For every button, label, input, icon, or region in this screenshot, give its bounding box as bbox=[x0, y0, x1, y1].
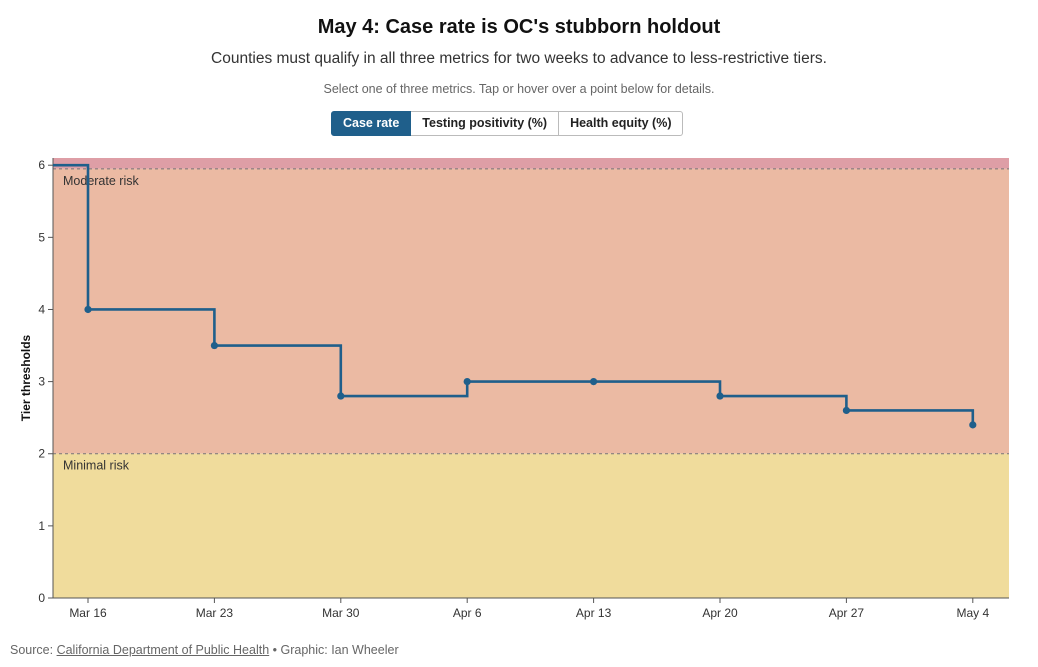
y-tick-label: 1 bbox=[38, 519, 45, 533]
x-tick-label: Mar 30 bbox=[322, 606, 360, 620]
source-credit: Source: California Department of Public … bbox=[10, 643, 399, 657]
y-tick-label: 0 bbox=[38, 591, 45, 605]
risk-band-1 bbox=[53, 158, 1009, 169]
band-label-2: Moderate risk bbox=[63, 174, 139, 188]
band-label-3: Minimal risk bbox=[63, 459, 130, 473]
y-tick-label: 5 bbox=[38, 230, 45, 244]
y-axis-title: Tier thresholds bbox=[19, 334, 33, 421]
source-link[interactable]: California Department of Public Health bbox=[56, 643, 270, 657]
x-tick-label: Mar 23 bbox=[196, 606, 234, 620]
x-tick-label: Apr 27 bbox=[829, 606, 865, 620]
tab-testing-positivity[interactable]: Testing positivity (%) bbox=[411, 111, 560, 136]
tab-case-rate[interactable]: Case rate bbox=[331, 111, 412, 136]
x-tick-label: Mar 16 bbox=[69, 606, 107, 620]
data-point-6[interactable] bbox=[716, 392, 724, 400]
data-point-2[interactable] bbox=[210, 341, 218, 350]
x-tick-label: May 4 bbox=[956, 606, 989, 620]
x-tick-label: Apr 6 bbox=[453, 606, 482, 620]
data-point-8[interactable] bbox=[969, 421, 977, 429]
data-point-1[interactable] bbox=[84, 305, 92, 314]
tab-health-equity[interactable]: Health equity (%) bbox=[559, 111, 684, 136]
data-point-3[interactable] bbox=[337, 392, 345, 400]
y-tick-label: 2 bbox=[38, 447, 45, 461]
source-prefix: Source: bbox=[10, 643, 57, 657]
y-tick-label: 4 bbox=[38, 302, 45, 316]
x-tick-label: Apr 13 bbox=[576, 606, 612, 620]
risk-band-2 bbox=[53, 168, 1009, 454]
case-rate-step-line bbox=[53, 163, 975, 425]
data-point-4[interactable] bbox=[463, 378, 471, 386]
y-tick-label: 3 bbox=[38, 375, 45, 389]
risk-band-3 bbox=[53, 453, 1009, 598]
chart-subtitle: Counties must qualify in all three metri… bbox=[211, 50, 827, 67]
y-tick-label: 6 bbox=[38, 158, 45, 172]
chart-title: May 4: Case rate is OC's stubborn holdou… bbox=[317, 16, 721, 38]
data-point-7[interactable] bbox=[842, 406, 851, 415]
data-point-5[interactable] bbox=[590, 378, 598, 386]
credit-text: • Graphic: Ian Wheeler bbox=[269, 643, 399, 657]
metric-tabs: Case rate Testing positivity (%) Health … bbox=[331, 111, 684, 136]
instructions-text: Select one of three metrics. Tap or hove… bbox=[323, 82, 715, 96]
x-tick-label: Apr 20 bbox=[702, 606, 738, 620]
